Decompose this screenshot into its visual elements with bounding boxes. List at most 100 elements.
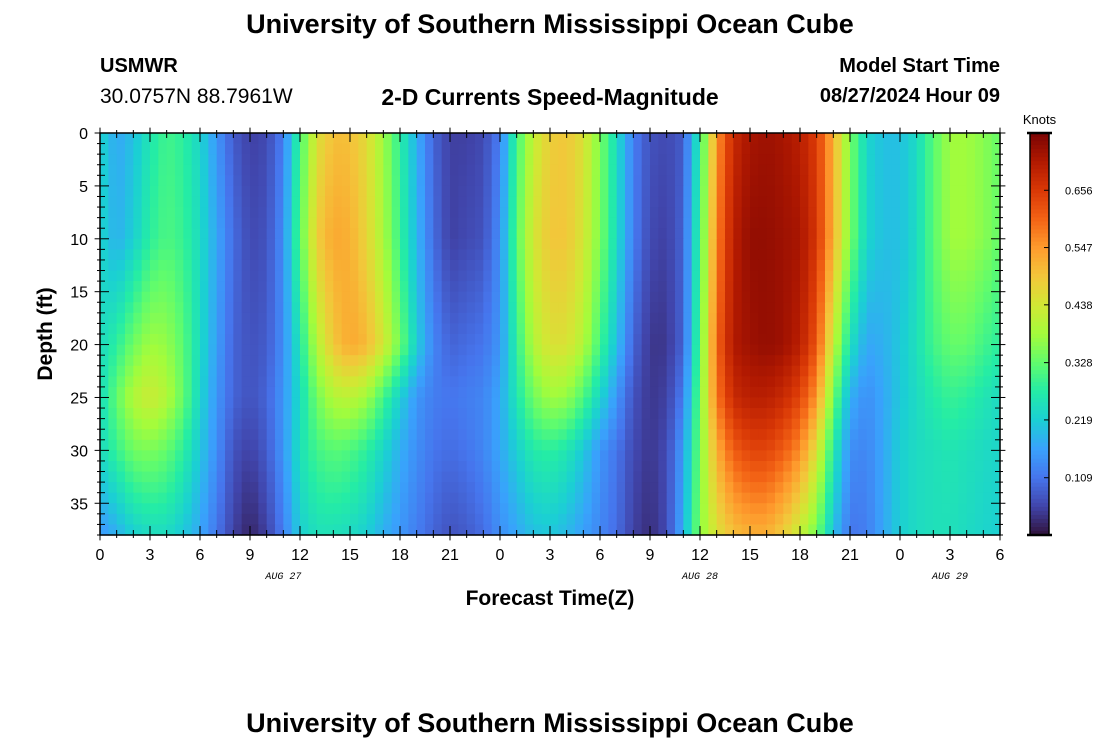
- heatmap-cell: [483, 492, 493, 504]
- heatmap-cell: [108, 302, 118, 314]
- heatmap-cell: [933, 281, 943, 293]
- heatmap-cell: [708, 439, 718, 451]
- heatmap-cell: [683, 291, 693, 303]
- heatmap-cell: [625, 344, 634, 356]
- heatmap-cell: [583, 228, 593, 240]
- heatmap-cell: [325, 164, 334, 176]
- heatmap-cell: [125, 270, 134, 282]
- heatmap-cell: [250, 334, 259, 346]
- heatmap-cell: [658, 408, 668, 420]
- heatmap-cell: [783, 281, 793, 293]
- heatmap-cell: [808, 164, 818, 176]
- heatmap-cell: [658, 133, 668, 145]
- heatmap-cell: [250, 492, 259, 504]
- heatmap-cell: [425, 429, 434, 441]
- heatmap-cell: [591, 365, 601, 377]
- heatmap-cell: [983, 365, 993, 377]
- heatmap-cell: [233, 471, 243, 483]
- heatmap-cell: [850, 228, 859, 240]
- heatmap-cell: [125, 196, 134, 208]
- heatmap-cell: [541, 439, 551, 451]
- heatmap-cell: [666, 450, 676, 462]
- heatmap-cell: [125, 482, 134, 494]
- heatmap-cell: [341, 450, 351, 462]
- heatmap-cell: [541, 217, 551, 229]
- heatmap-cell: [200, 397, 209, 409]
- heatmap-cell: [225, 355, 234, 367]
- heatmap-cell: [566, 482, 576, 494]
- y-tick-label: 20: [70, 338, 88, 355]
- heatmap-cell: [950, 228, 959, 240]
- heatmap-cell: [850, 408, 859, 420]
- heatmap-cell: [575, 503, 584, 515]
- heatmap-cell: [775, 397, 784, 409]
- heatmap-cell: [266, 503, 276, 515]
- heatmap-cell: [100, 238, 109, 250]
- heatmap-cell: [616, 397, 626, 409]
- heatmap-cell: [583, 270, 593, 282]
- heatmap-cell: [391, 259, 401, 272]
- heatmap-cell: [983, 334, 993, 346]
- heatmap-cell: [883, 365, 893, 377]
- heatmap-cell: [125, 133, 134, 145]
- heatmap-cell: [908, 365, 918, 377]
- heatmap-cell: [333, 164, 343, 176]
- heatmap-cell: [983, 133, 993, 145]
- heatmap-cell: [641, 355, 651, 367]
- heatmap-cell: [391, 355, 401, 367]
- heatmap-cell: [958, 344, 968, 356]
- heatmap-cell: [441, 133, 451, 145]
- heatmap-cell: [166, 418, 176, 430]
- heatmap-cell: [500, 238, 509, 250]
- heatmap-cell: [641, 270, 651, 282]
- heatmap-cell: [116, 312, 126, 325]
- heatmap-cell: [308, 185, 318, 198]
- heatmap-cell: [441, 460, 451, 473]
- heatmap-cell: [700, 291, 709, 303]
- heatmap-cell: [825, 217, 834, 229]
- heatmap-cell: [483, 312, 493, 325]
- heatmap-cell: [533, 503, 543, 515]
- heatmap-cell: [500, 228, 509, 240]
- heatmap-cell: [575, 302, 584, 314]
- heatmap-cell: [616, 133, 626, 145]
- heatmap-cell: [325, 513, 334, 526]
- heatmap-cell: [733, 228, 743, 240]
- heatmap-cell: [741, 207, 751, 219]
- heatmap-cell: [883, 164, 893, 176]
- heatmap-cell: [758, 259, 768, 272]
- heatmap-cell: [166, 270, 176, 282]
- heatmap-cell: [383, 408, 393, 420]
- heatmap-cell: [858, 418, 868, 430]
- heatmap-cell: [300, 291, 309, 303]
- heatmap-cell: [108, 524, 118, 536]
- heatmap-cell: [583, 291, 593, 303]
- heatmap-cell: [900, 259, 909, 272]
- heatmap-cell: [508, 386, 518, 399]
- heatmap-cell: [691, 228, 701, 240]
- heatmap-cell: [891, 154, 901, 166]
- heatmap-cell: [825, 513, 834, 526]
- heatmap-cell: [100, 334, 109, 346]
- heatmap-cell: [133, 365, 143, 377]
- heatmap-cell: [316, 175, 326, 187]
- heatmap-cell: [225, 281, 234, 293]
- heatmap-cell: [258, 386, 268, 399]
- heatmap-cell: [666, 175, 676, 187]
- heatmap-cell: [375, 429, 384, 441]
- heatmap-cell: [891, 386, 901, 399]
- heatmap-cell: [341, 185, 351, 198]
- heatmap-cell: [241, 185, 251, 198]
- heatmap-cell: [216, 334, 226, 346]
- heatmap-cell: [933, 386, 943, 399]
- heatmap-cell: [683, 429, 693, 441]
- heatmap-cell: [800, 450, 809, 462]
- heatmap-cell: [533, 397, 543, 409]
- heatmap-cell: [891, 291, 901, 303]
- heatmap-cell: [141, 196, 151, 208]
- heatmap-cell: [125, 217, 134, 229]
- heatmap-cell: [191, 228, 201, 240]
- heatmap-cell: [408, 524, 418, 536]
- heatmap-cell: [775, 259, 784, 272]
- heatmap-cell: [725, 450, 734, 462]
